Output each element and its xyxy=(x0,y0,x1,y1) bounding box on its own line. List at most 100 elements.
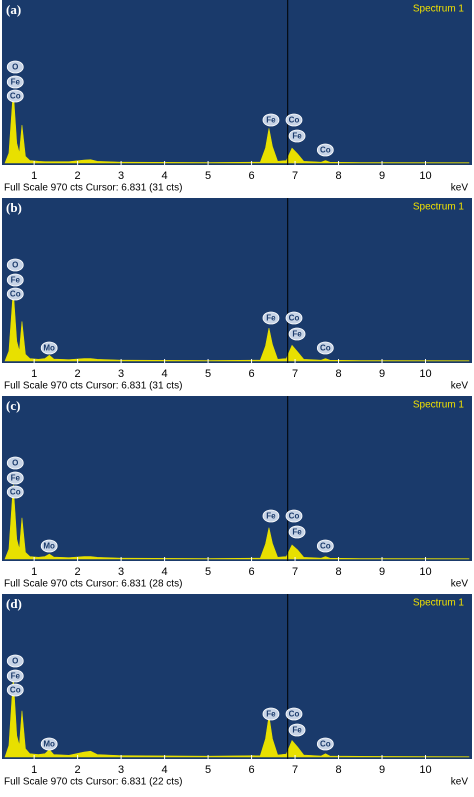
x-tick-label: 4 xyxy=(162,170,168,182)
peak-label: O xyxy=(12,657,18,666)
x-tick-label: 8 xyxy=(335,566,341,578)
x-tick-label: 4 xyxy=(162,368,168,380)
plot-background xyxy=(2,396,472,561)
panel: O Fe Co Fe Co Fe Co 1 2 3 4 5 6 7 8 9 10 (a) Spectrum 1 Ful… xyxy=(2,0,472,194)
plot-background xyxy=(2,0,472,165)
peak-label-badge xyxy=(6,485,24,499)
peak-label: Fe xyxy=(292,330,302,339)
x-tick-label: 10 xyxy=(419,764,431,776)
peak-label-badge xyxy=(40,737,58,751)
peak-label: Co xyxy=(289,512,300,521)
peak-label-badge xyxy=(6,654,24,668)
peak-label: Fe xyxy=(266,116,276,125)
peak-label-badge xyxy=(288,723,306,737)
peak-label: O xyxy=(12,63,18,72)
peak-label: Co xyxy=(320,344,331,353)
peak-label: Fe xyxy=(266,710,276,719)
plot-background xyxy=(2,594,472,759)
peak-label: Fe xyxy=(11,672,21,681)
spectrum-title: Spectrum 1 xyxy=(413,202,465,213)
footer: Full Scale 970 cts Cursor: 6.831 (31 cts… xyxy=(4,183,182,194)
panel: O Fe Co Mo Fe Co Fe Co 1 2 3 4 5 6 7 8 9 10 (d) Spectrum 1 F… xyxy=(2,594,472,788)
x-tick-label: 6 xyxy=(249,368,255,380)
x-axis-label: keV xyxy=(451,777,469,788)
x-tick-label: 5 xyxy=(205,764,211,776)
x-tick-label: 2 xyxy=(75,368,81,380)
peak-label-badge xyxy=(6,89,24,103)
peak-label-badge xyxy=(316,143,334,157)
x-tick-label: 5 xyxy=(205,170,211,182)
x-tick-label: 3 xyxy=(118,368,124,380)
peak-label: Fe xyxy=(11,78,21,87)
peak-label: Co xyxy=(320,542,331,551)
x-tick-label: 2 xyxy=(75,764,81,776)
peak-label: Co xyxy=(289,710,300,719)
peak-label-badge xyxy=(6,287,24,301)
peak-label-badge xyxy=(316,539,334,553)
peak-label: Co xyxy=(10,92,21,101)
peak-label: Co xyxy=(320,740,331,749)
peak-label-badge xyxy=(288,525,306,539)
x-tick-label: 8 xyxy=(335,368,341,380)
x-tick-label: 1 xyxy=(31,170,37,182)
panel-label: (d) xyxy=(6,596,22,611)
peak-label-badge xyxy=(6,273,24,287)
peak-label-badge xyxy=(285,113,303,127)
peak-label-badge xyxy=(6,669,24,683)
peak-label: Co xyxy=(289,116,300,125)
x-tick-label: 2 xyxy=(75,566,81,578)
spectrum-title: Spectrum 1 xyxy=(413,4,465,15)
peak-label-badge xyxy=(316,341,334,355)
x-tick-label: 3 xyxy=(118,764,124,776)
x-tick-label: 2 xyxy=(75,170,81,182)
peak-label: O xyxy=(12,459,18,468)
peak-label: Co xyxy=(289,314,300,323)
x-tick-label: 10 xyxy=(419,566,431,578)
x-axis-label: keV xyxy=(451,579,469,590)
peak-label-badge xyxy=(6,471,24,485)
peak-label-badge xyxy=(40,539,58,553)
peak-label-badge xyxy=(40,341,58,355)
panel-label: (a) xyxy=(6,2,21,17)
x-tick-label: 3 xyxy=(118,170,124,182)
x-tick-label: 3 xyxy=(118,566,124,578)
peak-label: Co xyxy=(10,488,21,497)
x-tick-label: 7 xyxy=(292,170,298,182)
x-tick-label: 1 xyxy=(31,764,37,776)
peak-label: Fe xyxy=(11,276,21,285)
x-tick-label: 6 xyxy=(249,566,255,578)
footer: Full Scale 970 cts Cursor: 6.831 (31 cts… xyxy=(4,381,182,392)
x-tick-label: 8 xyxy=(335,170,341,182)
peak-label-badge xyxy=(6,60,24,74)
x-tick-label: 10 xyxy=(419,170,431,182)
x-tick-label: 9 xyxy=(379,764,385,776)
x-tick-label: 7 xyxy=(292,764,298,776)
x-tick-label: 4 xyxy=(162,764,168,776)
peak-label: Mo xyxy=(43,542,55,551)
panel-label: (c) xyxy=(6,398,20,413)
peak-label-badge xyxy=(288,129,306,143)
x-axis-label: keV xyxy=(451,381,469,392)
spectrum-title: Spectrum 1 xyxy=(413,598,465,609)
panel: O Fe Co Mo Fe Co Fe Co 1 2 3 4 5 6 7 8 9 10 (b) Spectrum 1 F… xyxy=(2,198,472,392)
peak-label: Mo xyxy=(43,740,55,749)
peak-label: Fe xyxy=(292,528,302,537)
x-tick-label: 7 xyxy=(292,566,298,578)
x-tick-label: 9 xyxy=(379,170,385,182)
peak-label-badge xyxy=(6,75,24,89)
x-axis-label: keV xyxy=(451,183,469,194)
peak-label: Co xyxy=(10,686,21,695)
peak-label-badge xyxy=(285,707,303,721)
peak-label: Mo xyxy=(43,344,55,353)
peak-label-badge xyxy=(262,509,280,523)
peak-label-badge xyxy=(316,737,334,751)
peak-label: Fe xyxy=(292,132,302,141)
peak-label: Fe xyxy=(11,474,21,483)
x-tick-label: 7 xyxy=(292,368,298,380)
peak-label: Fe xyxy=(266,314,276,323)
peak-label-badge xyxy=(262,113,280,127)
peak-label: Fe xyxy=(266,512,276,521)
peak-label-badge xyxy=(6,456,24,470)
